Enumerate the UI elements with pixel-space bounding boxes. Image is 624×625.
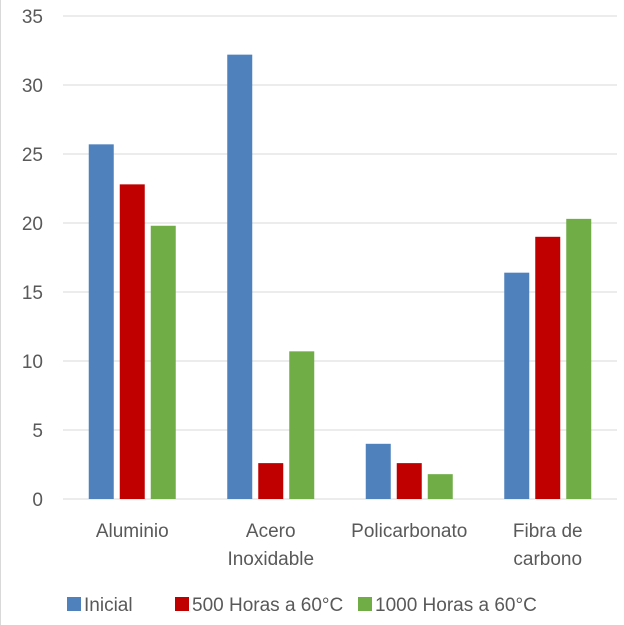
- bar: [258, 463, 284, 499]
- bar: [396, 463, 422, 499]
- bar: [150, 225, 176, 499]
- legend-swatch: [175, 597, 189, 611]
- y-tick-label: 10: [22, 352, 43, 373]
- legend-swatch: [358, 597, 372, 611]
- legend-label: 500 Horas a 60°C: [192, 595, 343, 616]
- x-tick-label: Fibra de: [513, 521, 583, 542]
- x-tick-label: Aluminio: [96, 521, 169, 542]
- y-tick-label: 25: [22, 145, 43, 166]
- bar: [119, 184, 145, 500]
- legend-swatch: [67, 597, 81, 611]
- bar: [88, 144, 114, 499]
- bar: [566, 218, 592, 500]
- bar: [504, 272, 530, 499]
- x-tick-label: Inoxidable: [227, 549, 314, 570]
- bar: [289, 351, 315, 499]
- y-tick-label: 35: [22, 7, 43, 28]
- x-tick-label: Policarbonato: [351, 521, 467, 542]
- legend-label: 1000 Horas a 60°C: [375, 595, 537, 616]
- legend-label: Inicial: [84, 595, 133, 616]
- bar: [227, 54, 253, 499]
- x-tick-label: Acero: [246, 521, 296, 542]
- bar: [427, 474, 453, 499]
- bar: [535, 236, 561, 500]
- y-tick-label: 0: [32, 490, 43, 511]
- y-tick-label: 15: [22, 283, 43, 304]
- x-tick-label: carbono: [513, 549, 582, 570]
- y-tick-label: 30: [22, 76, 43, 97]
- y-tick-label: 20: [22, 214, 43, 235]
- bar: [365, 443, 391, 499]
- y-tick-label: 5: [32, 421, 43, 442]
